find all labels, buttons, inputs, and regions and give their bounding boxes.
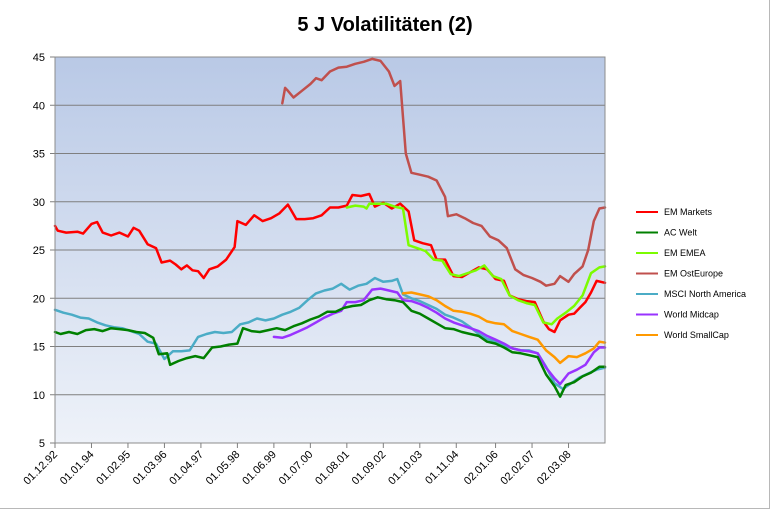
y-tick-label: 25	[33, 245, 45, 257]
series-line	[401, 291, 607, 365]
legend-entry: AC Welt	[664, 228, 697, 238]
x-tick-label: 01.10.03	[386, 449, 425, 488]
x-tick-label: 01.04.97	[167, 449, 206, 488]
x-tick-label: 01.09.02	[350, 449, 389, 488]
series-line	[53, 192, 607, 334]
chart-title: 5 J Volatilitäten (2)	[297, 14, 473, 36]
series-line	[345, 202, 607, 326]
legend-entry: MSCI North America	[664, 289, 746, 299]
y-tick-label: 40	[33, 100, 45, 112]
series-line	[281, 57, 607, 287]
legend-entry: EM Markets	[664, 207, 713, 217]
y-tick-label: 5	[39, 438, 45, 450]
y-tick-label: 15	[33, 342, 45, 354]
x-tick-label: 01.03.96	[131, 449, 170, 488]
y-tick-label: 10	[33, 390, 45, 402]
x-tick-label: 01.07.00	[277, 449, 316, 488]
x-tick-label: 01.11.04	[423, 449, 461, 487]
legend: EM Markets AC Welt EM EMEA EM OstEurope MSCI…	[636, 207, 746, 340]
y-tick-label: 45	[33, 52, 45, 64]
x-tick-label: 01.05.98	[204, 449, 243, 488]
series-line	[53, 296, 607, 398]
x-tick-label: 02.01.06	[462, 449, 501, 488]
x-tick-label: 01.12.92	[21, 449, 60, 488]
plot-border	[54, 56, 606, 444]
y-tick-label: 30	[33, 197, 45, 209]
x-tick-label: 01.08.01	[313, 449, 352, 488]
legend-entry: EM EMEA	[664, 248, 706, 258]
legend-entry: World SmallCap	[664, 330, 729, 340]
series-line	[272, 287, 607, 386]
x-tick-label: 02.03.08	[535, 449, 574, 488]
x-tick-label: 01.01.94	[58, 449, 97, 488]
x-tick-label: 01.02.95	[94, 449, 133, 488]
legend-entry: World Midcap	[664, 310, 719, 320]
y-tick-label: 20	[33, 293, 45, 305]
y-tick-label: 35	[33, 149, 45, 161]
series-layer	[53, 57, 607, 398]
x-tick-label: 01.06.99	[240, 449, 279, 488]
legend-entry: EM OstEurope	[664, 269, 723, 279]
x-tick-label: 02.02.07	[498, 449, 537, 488]
